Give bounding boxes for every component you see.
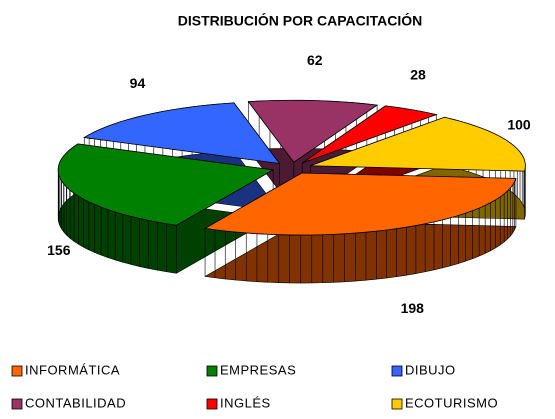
legend-swatch: [11, 365, 23, 377]
slice: [203, 172, 517, 284]
legend-swatch: [391, 398, 403, 410]
chart-title: DISTRIBUCIÓN POR CAPACITACIÓN: [178, 12, 422, 29]
data-label: 156: [47, 242, 71, 258]
data-label: 62: [307, 52, 323, 68]
slice-top: [310, 116, 526, 172]
slice: [57, 143, 275, 274]
legend-label: INFORMÁTICA: [25, 362, 120, 377]
legend-swatch: [11, 398, 23, 410]
slice: [247, 99, 379, 212]
legend-label: DIBUJO: [405, 362, 456, 377]
slice-top: [301, 105, 438, 164]
legend-swatch: [206, 365, 218, 377]
slice-top: [247, 99, 379, 163]
legend-label: INGLÉS: [220, 395, 271, 410]
legend-swatch: [206, 398, 218, 410]
slice-top: [83, 102, 281, 165]
data-label: 100: [507, 117, 531, 133]
data-label: 198: [401, 300, 425, 316]
legend-label: CONTABILIDAD: [25, 395, 126, 410]
legend-label: ECOTURISMO: [405, 395, 498, 410]
slice-top: [57, 143, 275, 226]
data-label: 94: [130, 75, 146, 91]
legend-swatch: [391, 365, 403, 377]
data-label: 28: [410, 67, 426, 83]
slice-top: [203, 172, 517, 236]
legend-label: EMPRESAS: [220, 362, 296, 377]
